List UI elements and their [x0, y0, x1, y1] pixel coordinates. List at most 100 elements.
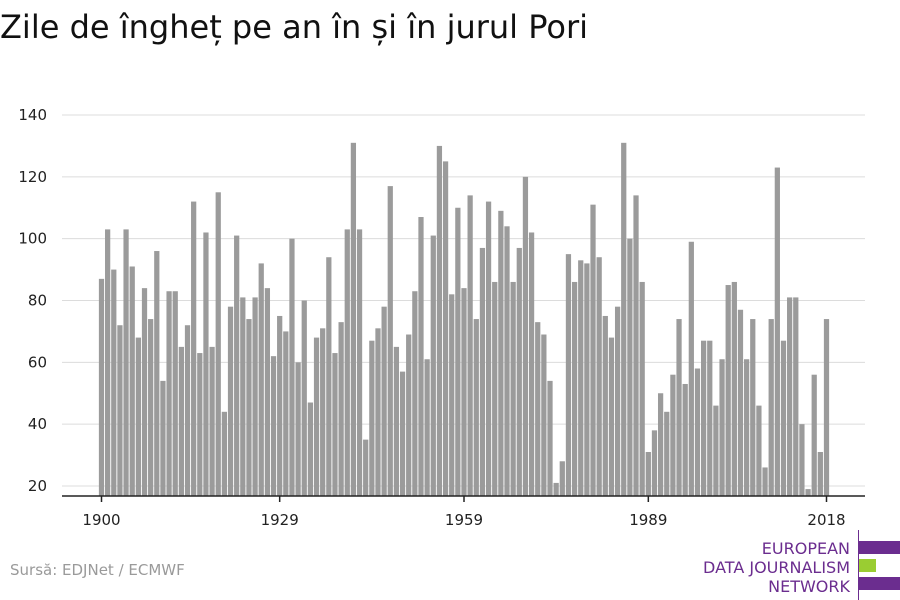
logo-line-1: EUROPEAN: [761, 539, 850, 558]
bar-1906: [135, 337, 141, 496]
bar-1911: [166, 291, 172, 496]
bar-1932: [295, 362, 301, 496]
bar-1953: [424, 359, 430, 496]
bar-1925: [252, 297, 258, 496]
bar-1903: [117, 325, 123, 496]
bar-2009: [768, 319, 774, 496]
bar-1910: [160, 380, 166, 496]
bar-1936: [320, 328, 326, 496]
bar-1939: [338, 322, 344, 496]
source-note: Sursă: EDJNet / ECMWF: [10, 561, 185, 579]
bar-1980: [590, 204, 596, 496]
logo-line-3: NETWORK: [768, 577, 850, 596]
bar-1952: [418, 217, 424, 496]
bar-1946: [381, 306, 387, 496]
bar-1973: [547, 380, 553, 496]
bar-1967: [510, 281, 516, 496]
bar-2008: [762, 467, 768, 496]
bar-1916: [197, 353, 203, 496]
bar-1982: [602, 315, 608, 496]
bar-2014: [799, 424, 805, 496]
bar-1959: [461, 288, 467, 496]
bar-1945: [375, 328, 381, 496]
bar-1913: [178, 346, 184, 497]
bar-1997: [694, 368, 701, 496]
bar-2004: [737, 309, 744, 496]
bar-1972: [541, 334, 547, 496]
logo-divider: [858, 530, 859, 600]
bar-1933: [301, 300, 307, 496]
bar-1948: [393, 346, 400, 497]
bar-1996: [688, 241, 694, 496]
bar-1954: [430, 235, 436, 496]
bar-1943: [363, 439, 369, 497]
bar-2018: [823, 319, 830, 496]
bar-1983: [608, 337, 615, 496]
bar-1993: [670, 374, 676, 496]
x-axis-ticks: 1900 1929 1959 1989 2018: [82, 496, 846, 529]
bar-1921: [227, 306, 234, 496]
bar-1905: [129, 266, 135, 496]
logo-bar-1: [859, 541, 900, 554]
y-tick-label: 80: [28, 292, 47, 310]
bar-1965: [498, 210, 504, 496]
bar-1976: [565, 254, 572, 497]
bar-1969: [522, 176, 529, 496]
y-tick-label: 140: [18, 106, 47, 124]
bar-1990: [651, 430, 658, 496]
bar-1924: [246, 319, 252, 496]
bar-2011: [780, 340, 787, 496]
bar-2003: [731, 281, 737, 496]
bar-2000: [713, 405, 719, 496]
bar-1926: [258, 263, 264, 496]
edjnet-logo: EUROPEAN DATA JOURNALISM NETWORK: [690, 530, 900, 600]
bar-1929: [277, 315, 283, 496]
logo-text: EUROPEAN DATA JOURNALISM NETWORK: [703, 539, 850, 596]
bar-1964: [492, 281, 498, 496]
y-tick-label: 120: [18, 168, 47, 186]
bar-2002: [725, 285, 731, 496]
bar-2013: [793, 297, 799, 496]
bar-1991: [657, 393, 664, 496]
chart-title: Zile de îngheț pe an în și în jurul Pori: [0, 8, 589, 46]
bar-1963: [485, 201, 492, 496]
logo-line-2: DATA JOURNALISM: [703, 558, 850, 577]
bar-1986: [627, 238, 633, 497]
bar-1934: [307, 402, 314, 496]
bar-1989: [645, 451, 651, 496]
bar-1995: [682, 383, 688, 496]
bar-1937: [326, 257, 332, 496]
x-tick-label: 2018: [807, 511, 845, 529]
bar-1920: [221, 411, 227, 496]
bar-1942: [356, 229, 363, 496]
x-tick-label: 1900: [82, 511, 120, 529]
y-tick-label: 100: [18, 230, 47, 248]
bar-1961: [473, 319, 479, 496]
bar-1956: [442, 161, 449, 497]
bar-1904: [123, 229, 129, 496]
bar-1985: [621, 142, 627, 496]
bar-1927: [264, 288, 271, 496]
bar-1994: [676, 319, 682, 496]
bar-1984: [614, 306, 621, 496]
bar-1950: [406, 334, 412, 496]
y-axis-tick-labels: 20 40 60 80 100 120 140: [18, 106, 47, 495]
y-tick-label: 20: [28, 477, 47, 495]
bar-1909: [154, 251, 160, 496]
bar-1999: [707, 340, 713, 496]
bar-2005: [744, 359, 750, 496]
bar-1979: [584, 263, 590, 496]
bar-1919: [215, 192, 221, 497]
bar-1962: [479, 247, 486, 496]
bar-1987: [633, 195, 639, 496]
bar-1900: [98, 278, 105, 496]
bar-1940: [344, 229, 350, 496]
bar-2007: [756, 405, 762, 496]
bar-1958: [455, 207, 461, 496]
bar-1947: [387, 186, 393, 497]
bar-1912: [172, 291, 178, 496]
bar-1975: [559, 461, 565, 496]
bar-2015: [805, 489, 811, 496]
bar-1949: [399, 371, 406, 496]
